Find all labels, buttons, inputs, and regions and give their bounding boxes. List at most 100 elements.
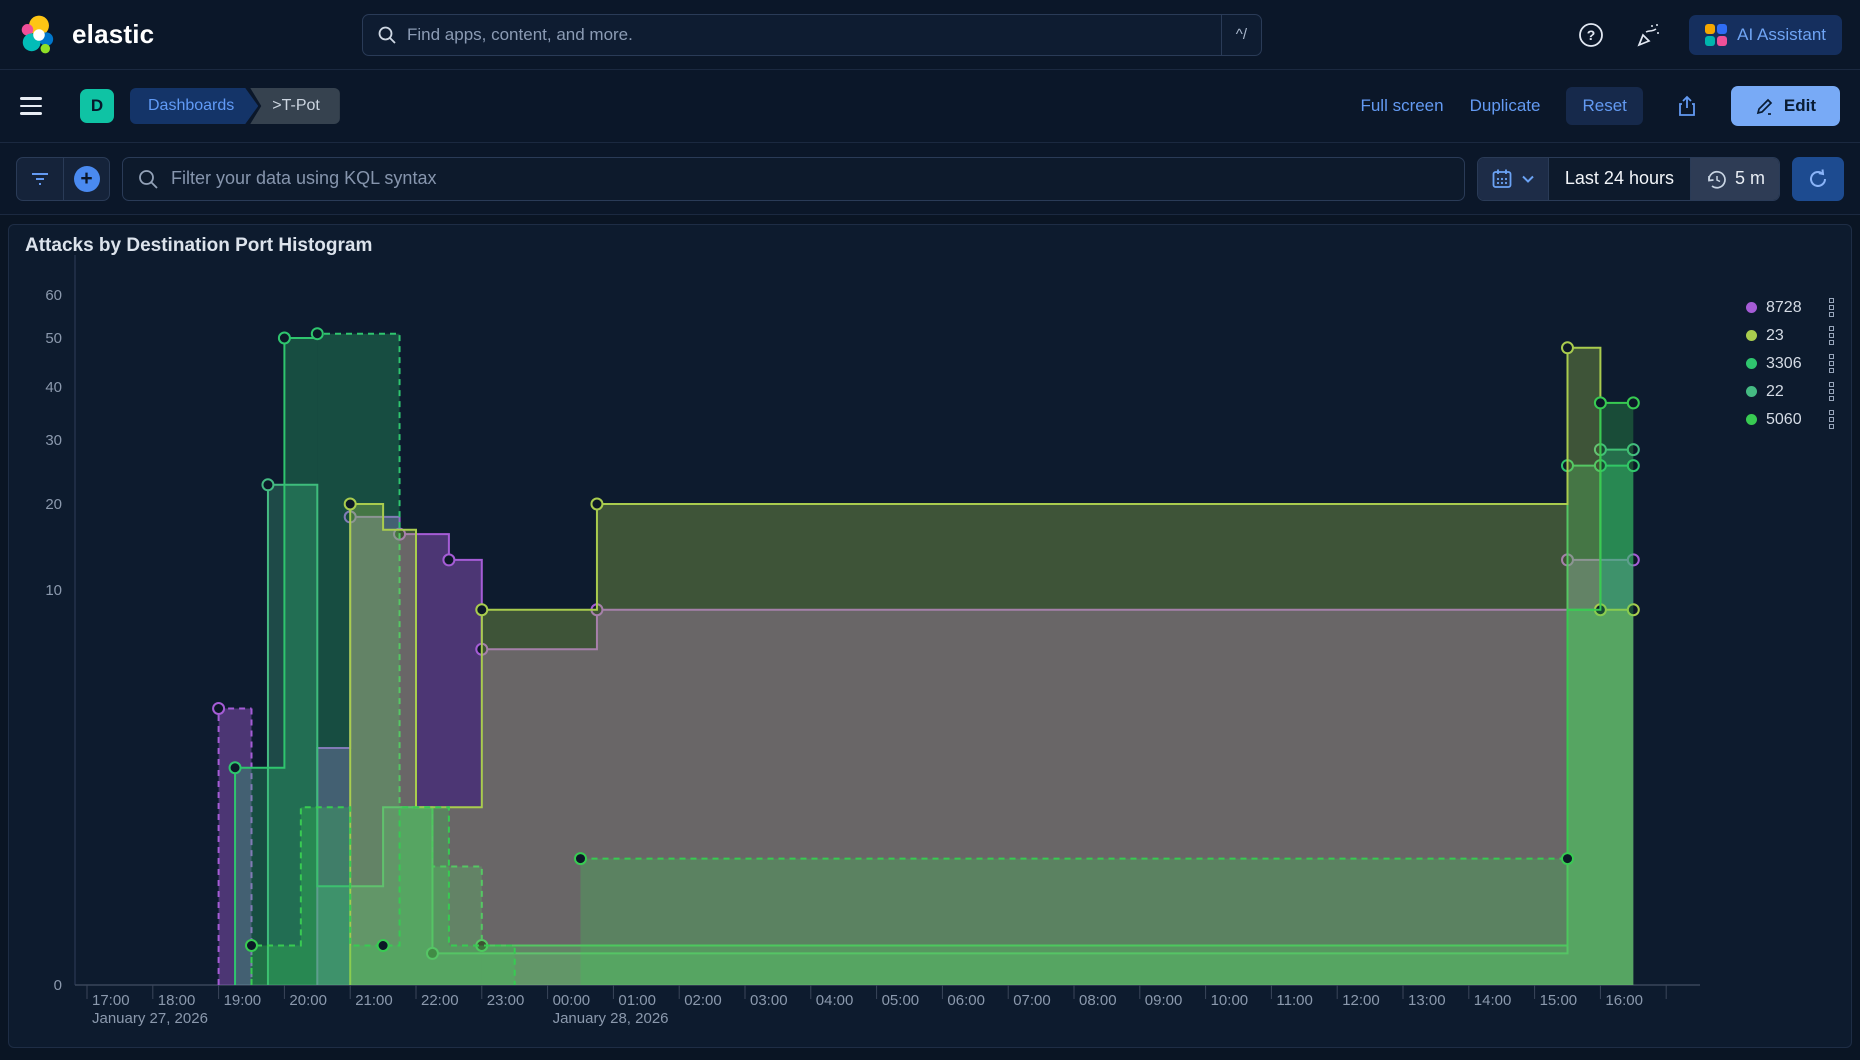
x-tick-label: 03:00 [750, 992, 788, 1009]
share-button[interactable] [1669, 88, 1705, 124]
refresh-interval-label: 5 m [1735, 168, 1765, 189]
hamburger-menu-button[interactable] [20, 89, 54, 123]
help-button[interactable]: ? [1573, 17, 1609, 53]
search-icon [137, 168, 159, 190]
data-point-marker[interactable] [1595, 397, 1606, 408]
x-tick-label: 07:00 [1013, 992, 1051, 1009]
news-button[interactable] [1631, 17, 1667, 53]
calendar-icon [1491, 168, 1513, 190]
legend-color-dot [1746, 330, 1757, 341]
y-tick-label: 40 [45, 379, 62, 396]
legend-label: 5060 [1766, 411, 1812, 429]
x-tick-label: 04:00 [816, 992, 854, 1009]
x-tick-label: 02:00 [684, 992, 722, 1009]
ai-assistant-button[interactable]: AI Assistant [1689, 15, 1842, 55]
ai-assistant-label: AI Assistant [1737, 25, 1826, 45]
legend-label: 3306 [1766, 355, 1812, 373]
x-tick-label: 18:00 [158, 992, 196, 1009]
refresh-icon [1806, 167, 1830, 191]
x-tick-label: 22:00 [421, 992, 459, 1009]
global-header: elastic Find apps, content, and more. ^/… [0, 0, 1860, 70]
data-point-marker[interactable] [279, 333, 290, 344]
legend-item-23[interactable]: 23 [1746, 326, 1834, 345]
data-point-marker[interactable] [262, 479, 273, 490]
x-tick-label: 09:00 [1145, 992, 1183, 1009]
data-point-marker[interactable] [345, 499, 356, 510]
y-tick-label: 20 [45, 496, 62, 513]
data-point-marker[interactable] [246, 940, 257, 951]
svg-text:?: ? [1587, 27, 1596, 43]
x-tick-label: 23:00 [487, 992, 525, 1009]
legend-actions-icon[interactable] [1829, 298, 1834, 317]
legend-color-dot [1746, 358, 1757, 369]
attacks-histogram-chart[interactable]: 605040302010017:0018:0019:0020:0021:0022… [0, 190, 1860, 1050]
x-tick-label: 19:00 [224, 992, 262, 1009]
breadcrumb-dashboards[interactable]: Dashboards [130, 88, 258, 124]
y-tick-label: 0 [54, 977, 62, 994]
search-icon [377, 25, 397, 45]
x-tick-label: 05:00 [882, 992, 920, 1009]
data-point-marker[interactable] [575, 853, 586, 864]
x-date-label: January 27, 2026 [92, 1010, 208, 1027]
space-badge[interactable]: D [80, 89, 114, 123]
legend-label: 22 [1766, 383, 1812, 401]
full-screen-button[interactable]: Full screen [1360, 96, 1443, 116]
keyboard-shortcut: ^/ [1221, 15, 1261, 55]
brand-name: elastic [72, 19, 154, 50]
share-icon [1675, 94, 1699, 118]
party-popper-icon [1636, 22, 1662, 48]
x-tick-label: 17:00 [92, 992, 130, 1009]
legend-item-8728[interactable]: 8728 [1746, 298, 1834, 317]
data-point-marker[interactable] [1628, 397, 1639, 408]
y-tick-label: 50 [45, 330, 62, 347]
reset-button[interactable]: Reset [1566, 87, 1642, 125]
chevron-down-icon [1521, 174, 1535, 184]
dashboard-toolbar: D Dashboards >T-Pot Full screen Duplicat… [0, 70, 1860, 143]
brand: elastic [18, 13, 348, 57]
data-point-marker[interactable] [476, 604, 487, 615]
elastic-logo [18, 13, 60, 57]
plus-icon: + [74, 166, 100, 192]
x-tick-label: 21:00 [355, 992, 393, 1009]
legend-color-dot [1746, 386, 1757, 397]
legend-label: 23 [1766, 327, 1812, 345]
x-tick-label: 01:00 [618, 992, 656, 1009]
data-point-marker[interactable] [312, 328, 323, 339]
legend-actions-icon[interactable] [1829, 382, 1834, 401]
chart-legend: 8728 23 3306 22 5060 [1746, 298, 1834, 429]
duplicate-button[interactable]: Duplicate [1470, 96, 1541, 116]
edit-label: Edit [1784, 96, 1816, 116]
legend-label: 8728 [1766, 299, 1812, 317]
legend-item-22[interactable]: 22 [1746, 382, 1834, 401]
global-search-input[interactable]: Find apps, content, and more. ^/ [362, 14, 1262, 56]
x-tick-label: 08:00 [1079, 992, 1117, 1009]
data-point-marker[interactable] [213, 703, 224, 714]
y-tick-label: 10 [45, 582, 62, 599]
ai-assistant-logo [1705, 24, 1727, 46]
legend-actions-icon[interactable] [1829, 410, 1834, 429]
refresh-interval-icon [1705, 168, 1727, 190]
data-point-marker[interactable] [443, 554, 454, 565]
x-tick-label: 12:00 [1342, 992, 1380, 1009]
data-point-marker[interactable] [230, 762, 241, 773]
x-tick-label: 14:00 [1474, 992, 1512, 1009]
x-tick-label: 10:00 [1211, 992, 1249, 1009]
x-date-label: January 28, 2026 [553, 1010, 669, 1027]
data-point-marker[interactable] [378, 940, 389, 951]
global-search-placeholder: Find apps, content, and more. [407, 25, 1221, 45]
edit-button[interactable]: Edit [1731, 86, 1840, 126]
legend-color-dot [1746, 414, 1757, 425]
legend-item-5060[interactable]: 5060 [1746, 410, 1834, 429]
data-point-marker[interactable] [1562, 853, 1573, 864]
x-tick-label: 20:00 [289, 992, 327, 1009]
x-tick-label: 16:00 [1605, 992, 1643, 1009]
legend-item-3306[interactable]: 3306 [1746, 354, 1834, 373]
legend-actions-icon[interactable] [1829, 354, 1834, 373]
x-tick-label: 11:00 [1276, 992, 1312, 1009]
kql-placeholder: Filter your data using KQL syntax [171, 168, 436, 189]
help-icon: ? [1578, 22, 1604, 48]
x-tick-label: 15:00 [1540, 992, 1578, 1009]
data-point-marker[interactable] [1562, 342, 1573, 353]
legend-actions-icon[interactable] [1829, 326, 1834, 345]
data-point-marker[interactable] [591, 499, 602, 510]
